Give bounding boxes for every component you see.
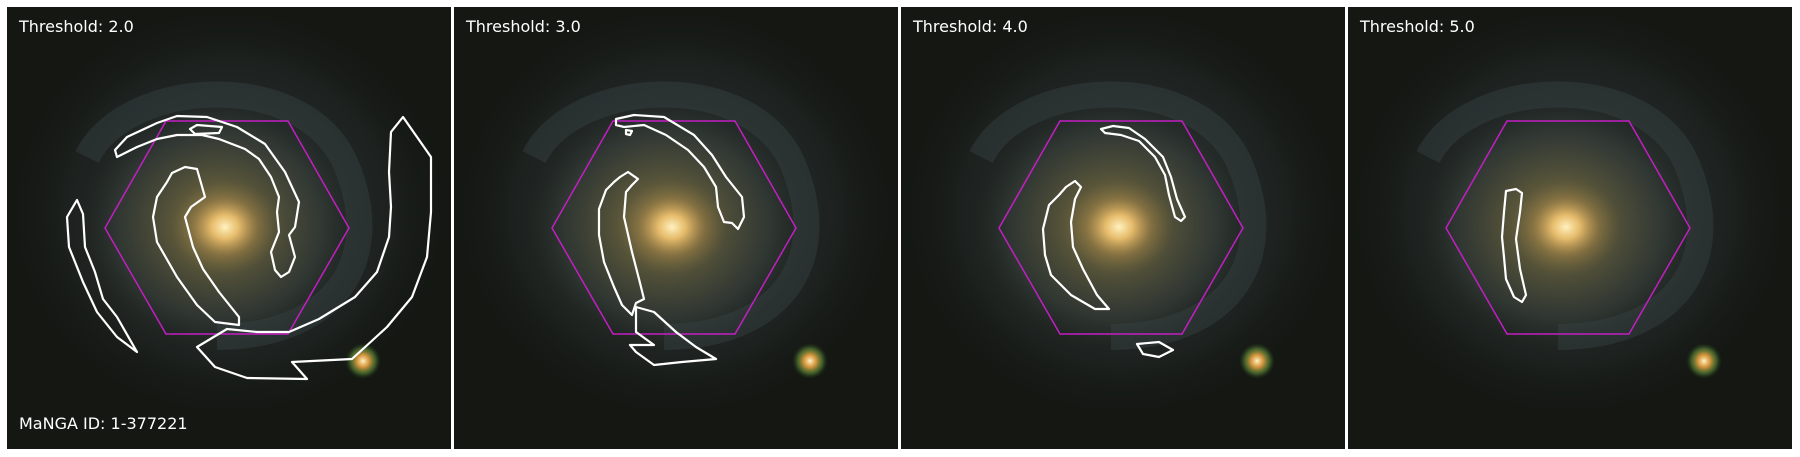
galaxy-image	[901, 7, 1345, 449]
arm-contours	[597, 113, 746, 367]
manga-id-label: MaNGA ID: 1-377221	[19, 414, 188, 433]
galaxy-image	[7, 7, 451, 449]
ifu-hexagon	[998, 120, 1244, 335]
galaxy-panel-threshold-3: Threshold: 3.0	[454, 7, 898, 449]
arm-contours	[65, 114, 433, 381]
arm-contours	[1500, 187, 1528, 304]
galaxy-panel-threshold-5: Threshold: 5.0	[1348, 7, 1792, 449]
threshold-label: Threshold: 2.0	[19, 17, 134, 36]
ifu-hexagon	[551, 120, 797, 335]
arm-contours	[1041, 124, 1187, 359]
galaxy-panel-threshold-4: Threshold: 4.0	[901, 7, 1345, 449]
threshold-label: Threshold: 5.0	[1360, 17, 1475, 36]
threshold-label: Threshold: 3.0	[466, 17, 581, 36]
threshold-label: Threshold: 4.0	[913, 17, 1028, 36]
galaxy-panel-threshold-2: Threshold: 2.0 MaNGA ID: 1-377221	[7, 7, 451, 449]
galaxy-image	[1348, 7, 1792, 449]
ifu-hexagon	[1445, 120, 1691, 335]
galaxy-image	[454, 7, 898, 449]
